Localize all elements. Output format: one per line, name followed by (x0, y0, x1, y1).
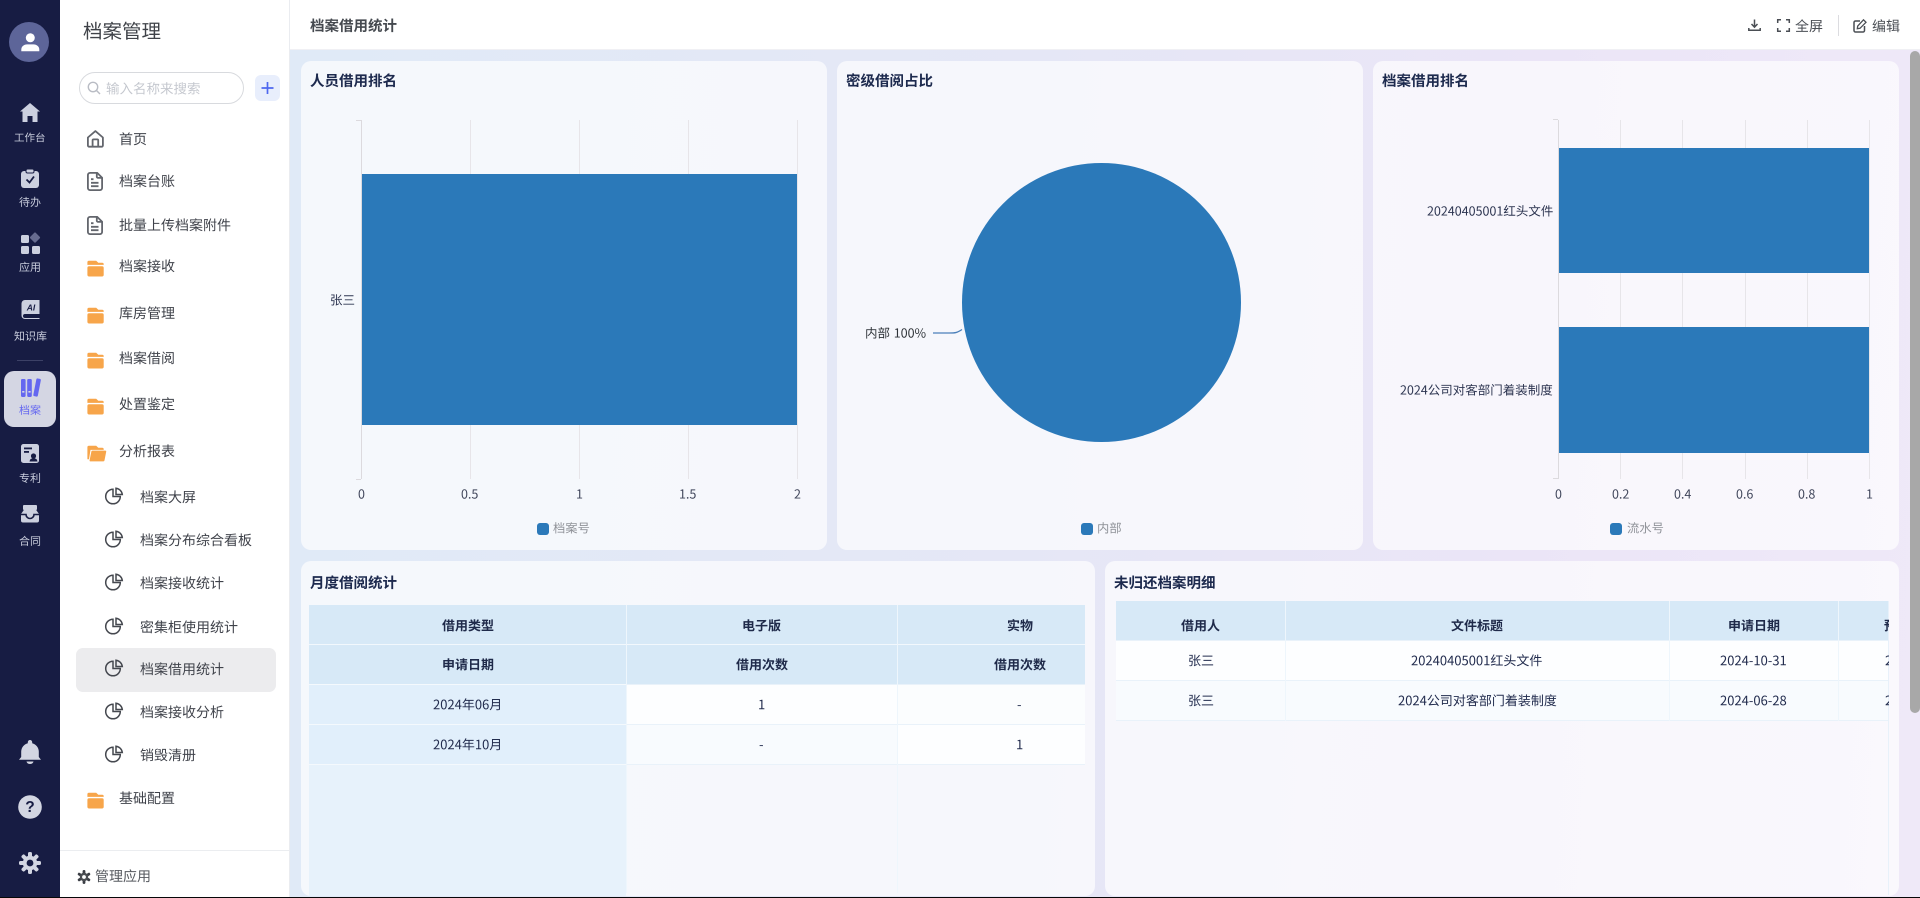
svg-text:AI: AI (26, 303, 36, 313)
svg-text:?: ? (25, 799, 34, 816)
